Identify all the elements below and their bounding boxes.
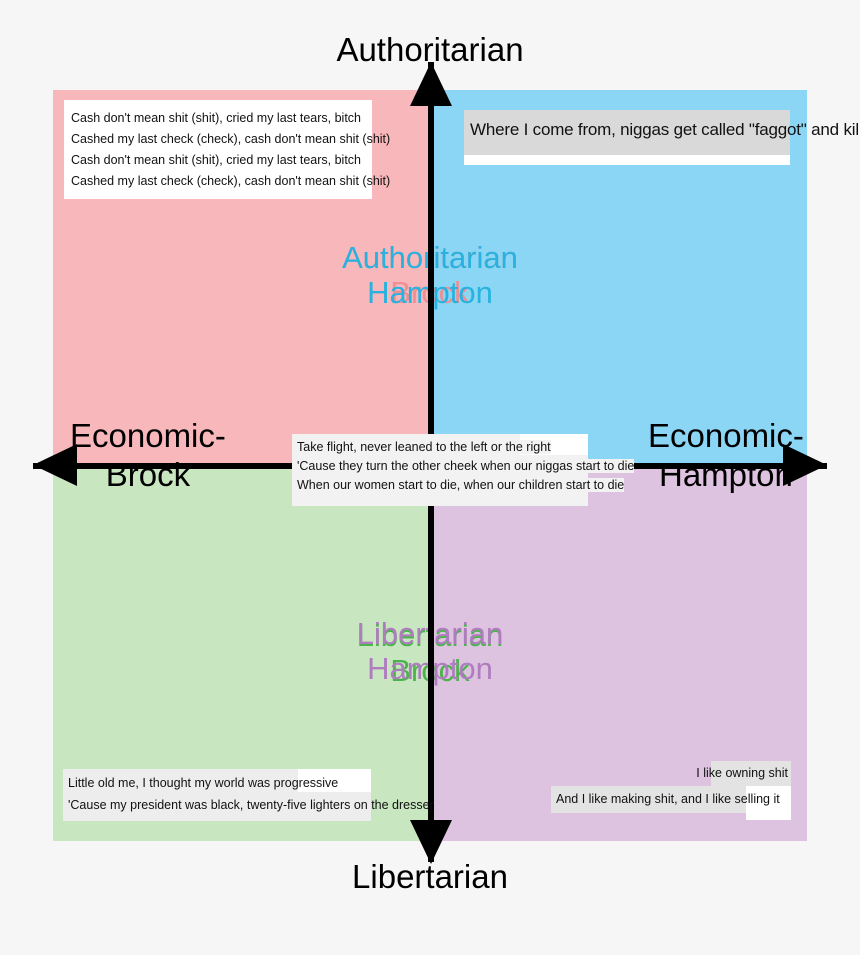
- caption-box-bottom-right: I like owning shit And I like making shi…: [551, 761, 791, 820]
- caption-backdrop: [711, 761, 791, 786]
- caption-line: 'Cause my president was black, twenty-fi…: [68, 798, 434, 812]
- axis-label-authoritarian: Authoritarian: [336, 31, 524, 68]
- axis-label-economic-hampton-line1: Economic-: [648, 417, 804, 454]
- caption-backdrop: [746, 786, 791, 820]
- arrow-down-icon: [410, 820, 452, 864]
- caption-line: Take flight, never leaned to the left or…: [297, 440, 551, 454]
- caption-line: Cashed my last check (check), cash don't…: [71, 173, 391, 188]
- caption-box-bottom-left: Little old me, I thought my world was pr…: [63, 769, 434, 821]
- caption-backdrop: [551, 786, 746, 813]
- axis-label-economic-hampton: Economic- Hampton: [648, 417, 804, 493]
- caption-line: And I like making shit, and I like selli…: [556, 792, 780, 806]
- caption-box-top-left: Cash don't mean shit (shit), cried my la…: [64, 100, 391, 199]
- caption-backdrop: [464, 110, 790, 155]
- caption-line: Cash don't mean shit (shit), cried my la…: [71, 110, 361, 125]
- caption-backdrop: [298, 769, 371, 792]
- arrow-right-icon: [783, 444, 827, 486]
- caption-line: Little old me, I thought my world was pr…: [68, 776, 339, 790]
- caption-line: 'Cause they turn the other cheek when ou…: [297, 459, 635, 473]
- axis-label-economic-brock-line1: Economic-: [70, 417, 226, 454]
- caption-line: When our women start to die, when our ch…: [297, 478, 625, 492]
- caption-box-center: Take flight, never leaned to the left or…: [292, 434, 635, 506]
- caption-box-top-right: Where I come from, niggas get called "fa…: [464, 110, 860, 165]
- axis-label-economic-hampton-line2: Hampton: [658, 455, 793, 493]
- caption-line: Cashed my last check (check), cash don't…: [71, 131, 391, 146]
- caption-line: Where I come from, niggas get called "fa…: [470, 120, 860, 139]
- arrow-left-icon: [33, 444, 77, 486]
- arrow-up-icon: [410, 62, 452, 106]
- axis-label-economic-brock: Economic- Brock: [70, 417, 226, 493]
- caption-line: Cash don't mean shit (shit), cried my la…: [71, 152, 361, 167]
- caption-line: I like owning shit: [696, 766, 788, 780]
- axis-label-economic-brock-line2: Brock: [105, 455, 191, 493]
- axis-label-libertarian: Libertarian: [352, 858, 508, 895]
